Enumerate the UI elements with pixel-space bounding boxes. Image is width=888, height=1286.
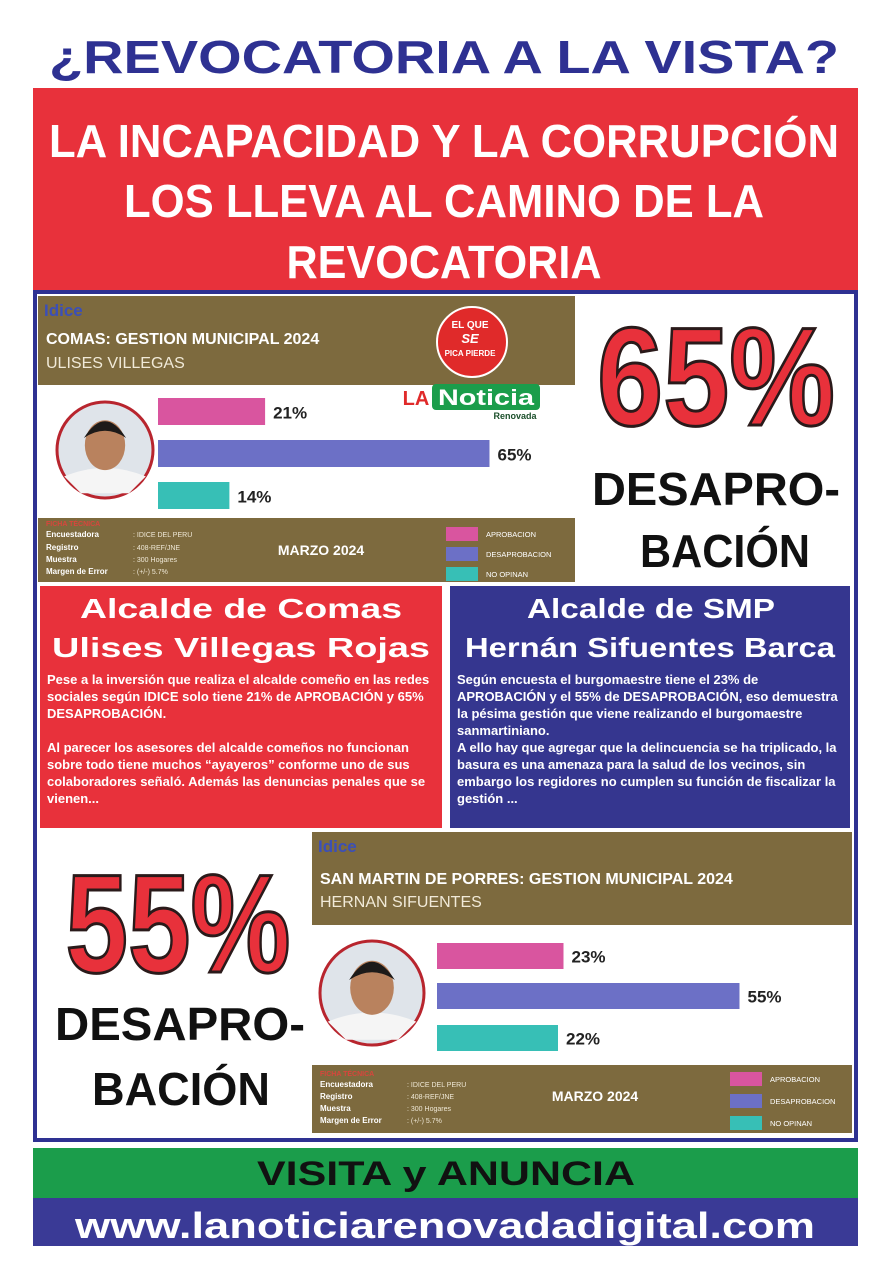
legend-label: NO OPINAN — [770, 1119, 812, 1128]
footer-green — [33, 1148, 858, 1198]
footer-url: www.lanoticiarenovadadigital.com — [74, 1205, 815, 1246]
big-stat-caption: DESAPRO- — [592, 463, 840, 515]
legend-swatch — [730, 1116, 762, 1130]
ficha-label: Registro — [46, 543, 79, 552]
ficha-value: : 300 Hogares — [407, 1106, 451, 1113]
chart-subtitle: ULISES VILLEGAS — [46, 355, 185, 372]
paragraph: Al parecer los asesores del alcalde come… — [47, 740, 426, 806]
paragraph: Pese a la inversión que realiza el alcal… — [47, 672, 430, 721]
legend-swatch — [446, 547, 478, 561]
chart: Idice SAN MARTIN DE PORRES: GESTION MUNIC… — [312, 832, 852, 1133]
column-title: Ulises Villegas Rojas — [52, 632, 430, 663]
bar — [158, 482, 230, 509]
big-stat: 55% — [66, 845, 291, 1002]
big-stat: 65% — [597, 298, 835, 455]
bar-value-label: 21% — [273, 403, 307, 422]
column-title: Hernán Sifuentes Barca — [465, 632, 835, 663]
bar-value-label: 65% — [498, 445, 532, 464]
right-column-text: Según encuesta el burgomaestre tiene el … — [457, 671, 847, 824]
left-column-box — [40, 586, 442, 828]
big-stat-caption: BACIÓN — [92, 1063, 270, 1115]
paragraph: Según encuesta el burgomaestre tiene el … — [457, 672, 838, 738]
ficha-value: : (+/-) 5.7% — [133, 569, 168, 576]
headline-line: LOS LLEVA AL CAMINO DE LA — [124, 175, 764, 227]
logo-noticia-name: Noticia — [438, 385, 535, 410]
bar — [437, 983, 740, 1009]
bar-value-label: 23% — [572, 948, 606, 967]
bar-value-label: 22% — [566, 1030, 600, 1049]
footer-blue — [33, 1198, 858, 1246]
ficha-label: Margen de Error — [46, 567, 108, 576]
bar-value-label: 55% — [748, 988, 782, 1007]
ficha-label: Registro — [320, 1092, 353, 1101]
ficha-label: Encuestadora — [320, 1080, 373, 1089]
logo-pica-text: EL QUE — [451, 320, 488, 331]
ficha-value: : IDICE DEL PERU — [407, 1082, 466, 1089]
portrait-face — [350, 960, 394, 1015]
legend-label: DESAPROBACION — [486, 550, 551, 559]
big-stat-caption: BACIÓN — [640, 525, 810, 577]
chart-footer-band — [38, 518, 575, 582]
column-title: Alcalde de SMP — [527, 593, 775, 624]
ficha-title: FICHA TÉCNICA — [320, 1069, 374, 1078]
ficha-title: FICHA TÉCNICA — [46, 519, 100, 528]
ficha-value: : (+/-) 5.7% — [407, 1118, 442, 1125]
bar — [158, 398, 266, 425]
ficha-label: Muestra — [46, 555, 77, 564]
legend-swatch — [446, 527, 478, 541]
bar — [437, 943, 564, 969]
ficha-value: : 408-REF/JNE — [407, 1094, 454, 1101]
footer-cta: VISITA y ANUNCIA — [257, 1155, 635, 1193]
chart-brand: Idice — [318, 837, 357, 856]
chart-title: SAN MARTIN DE PORRES: GESTION MUNICIPAL … — [320, 871, 733, 888]
big-stat-caption: DESAPRO- — [55, 998, 305, 1050]
legend-swatch — [730, 1094, 762, 1108]
right-column-box — [450, 586, 850, 828]
page-title: ¿REVOCATORIA A LA VISTA? — [49, 31, 839, 83]
portrait-shirt — [327, 1012, 417, 1040]
bar — [437, 1025, 558, 1051]
chart-date: MARZO 2024 — [552, 1088, 639, 1104]
logo-pica-text: PICA PIERDE — [445, 349, 496, 358]
legend-label: APROBACION — [770, 1075, 820, 1084]
ficha-label: Muestra — [320, 1104, 351, 1113]
chart-brand: Idice — [44, 301, 83, 320]
legend-swatch — [730, 1072, 762, 1086]
portrait-face — [84, 420, 126, 471]
headline-banner — [33, 88, 858, 290]
legend-label: DESAPROBACION — [770, 1097, 835, 1106]
logo-pica-circle — [436, 306, 508, 378]
chart-subtitle: HERNAN SIFUENTES — [320, 894, 482, 911]
headline-line: REVOCATORIA — [287, 236, 602, 288]
logo-pica-text: SE — [461, 331, 479, 346]
portrait-shirt — [64, 468, 146, 494]
chart-date: MARZO 2024 — [278, 542, 365, 558]
legend-swatch — [446, 567, 478, 581]
logo-noticia-bg — [432, 384, 540, 410]
portrait-hair — [349, 961, 395, 980]
logo-noticia-renovada: Renovada — [493, 411, 537, 421]
headline-line: LA INCAPACIDAD Y LA CORRUPCIÓN — [49, 115, 839, 167]
ficha-label: Encuestadora — [46, 530, 99, 539]
ficha-value: : IDICE DEL PERU — [133, 532, 192, 539]
logo-noticia-la: LA — [403, 388, 430, 410]
chart-title: COMAS: GESTION MUNICIPAL 2024 — [46, 331, 319, 348]
column-title: Alcalde de Comas — [80, 593, 402, 624]
bar-value-label: 14% — [237, 487, 271, 506]
left-column-text: Pese a la inversión que realiza el alcal… — [47, 671, 439, 824]
paragraph: A ello hay que agregar que la delincuenc… — [457, 740, 837, 806]
legend-label: NO OPINAN — [486, 570, 528, 579]
chart-header-band — [312, 832, 852, 925]
ficha-value: : 408-REF/JNE — [133, 545, 180, 552]
ficha-value: : 300 Hogares — [133, 557, 177, 564]
ficha-label: Margen de Error — [320, 1116, 382, 1125]
portrait-hair — [83, 421, 127, 438]
legend-label: APROBACION — [486, 530, 536, 539]
bar — [158, 440, 490, 467]
